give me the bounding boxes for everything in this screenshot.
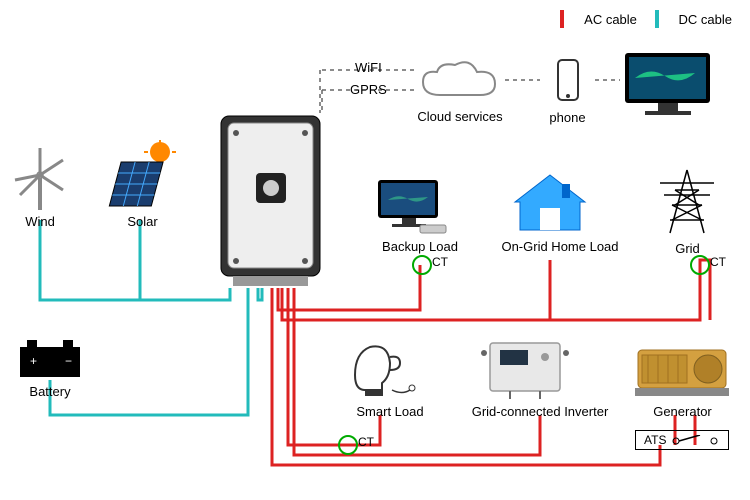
cloud-label: Cloud services (415, 109, 505, 124)
battery: + − Battery (15, 335, 85, 399)
wind-turbine: Wind (5, 140, 75, 229)
solar-label: Solar (105, 214, 180, 229)
ct-sensor (338, 435, 358, 455)
cloud-services: Cloud services (415, 60, 505, 124)
hybrid-inverter (218, 113, 323, 288)
phone-label: phone (540, 110, 595, 125)
ct-sensor (690, 255, 710, 275)
wifi-label: WiFI (355, 60, 382, 75)
grid-inverter-label: Grid-connected Inverter (470, 404, 610, 419)
grid-tower: Grid (650, 165, 725, 256)
grid-connected-inverter: Grid-connected Inverter (470, 335, 610, 419)
backup-load-label: Backup Load (370, 239, 470, 254)
generator: Generator (630, 335, 735, 419)
ct-sensor (412, 255, 432, 275)
battery-label: Battery (15, 384, 85, 399)
smart-load-label: Smart Load (340, 404, 440, 419)
monitor (620, 48, 715, 118)
wind-label: Wind (5, 214, 75, 229)
smart-load: Smart Load (340, 335, 440, 419)
home-load-label: On-Grid Home Load (500, 239, 620, 254)
home-load: On-Grid Home Load (500, 170, 620, 254)
ats-switch: ATS (635, 430, 729, 450)
grid-label: Grid (650, 241, 725, 256)
svg-text:+: + (30, 354, 37, 368)
backup-load: Backup Load (370, 175, 470, 254)
svg-text:−: − (65, 354, 72, 368)
generator-label: Generator (630, 404, 735, 419)
solar-panel: Solar (105, 140, 180, 229)
gprs-label: GPRS (350, 82, 387, 97)
ats-label: ATS (644, 433, 666, 447)
phone: phone (540, 58, 595, 125)
